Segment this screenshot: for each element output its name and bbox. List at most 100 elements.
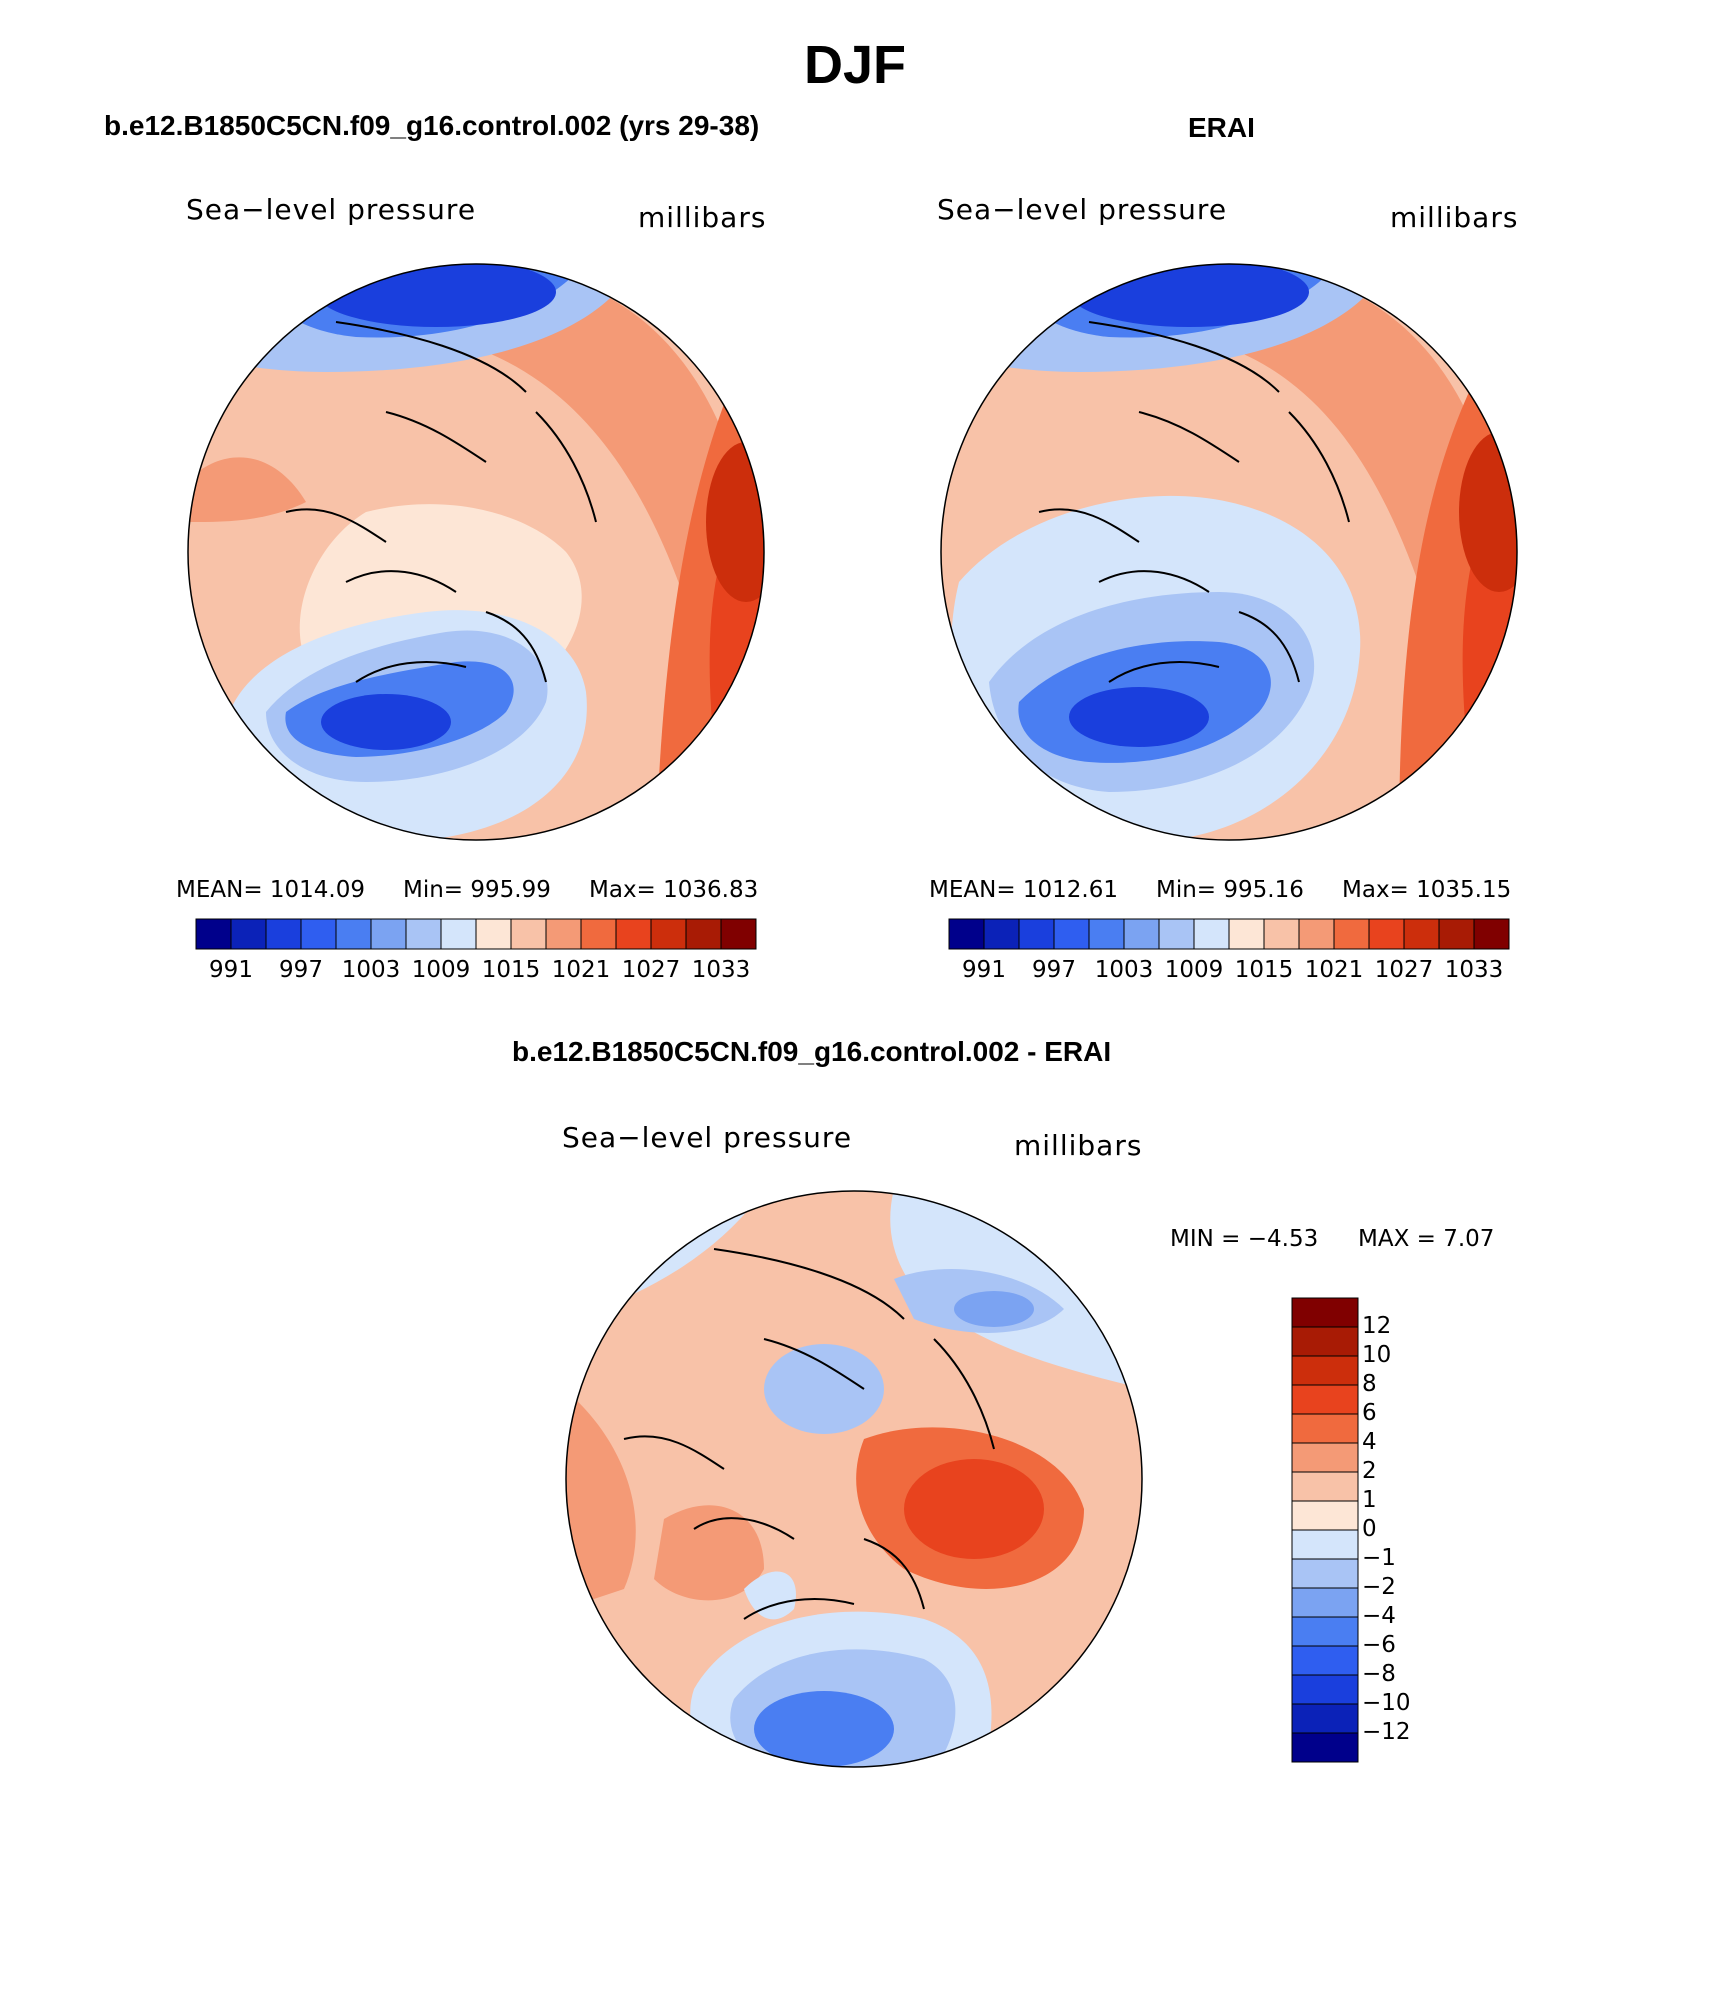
panel-1-colorbar-tick-label: 1009 [411, 957, 471, 983]
panel-1-colorbar-swatch [440, 918, 477, 950]
panel-2-colorbar-swatch [1123, 918, 1160, 950]
panel-3-colorbar-tick-label: −12 [1362, 1719, 1411, 1745]
panel-3-colorbar-swatch [1291, 1616, 1359, 1647]
panel-3-colorbar-swatch [1291, 1529, 1359, 1560]
panel-2-map [940, 263, 1518, 841]
panel-2-colorbar-swatch [1088, 918, 1125, 950]
panel-2-colorbar-swatch [1333, 918, 1370, 950]
panel-2-colorbar-tick-label: 997 [1032, 957, 1076, 983]
panel-2-colorbar-tick-label: 1015 [1234, 957, 1294, 983]
panel-2-colorbar-swatch [1193, 918, 1230, 950]
panel-3-colorbar-tick-label: −1 [1362, 1545, 1396, 1571]
panel-3-colorbar-swatch [1291, 1732, 1359, 1763]
panel-3-colorbar-swatch [1291, 1587, 1359, 1618]
panel-1-colorbar-swatch [370, 918, 407, 950]
panel-3-colorbar-tick-label: 6 [1362, 1400, 1377, 1426]
panel-3-colorbar-tick-label: 12 [1362, 1313, 1392, 1339]
panel-2-title: ERAI [1188, 112, 1255, 143]
panel-2-colorbar-swatch [1228, 918, 1265, 950]
panel-3-colorbar [1291, 1297, 1359, 1763]
panel-3-colorbar-tick-label: 8 [1362, 1371, 1377, 1397]
panel-3-units-label: millibars [1014, 1129, 1143, 1162]
panel-3-colorbar-swatch [1291, 1384, 1359, 1415]
panel-3-colorbar-tick-label: −6 [1362, 1632, 1396, 1658]
panel-1-colorbar-swatch [650, 918, 687, 950]
panel-2-colorbar-swatch [1473, 918, 1510, 950]
panel-2-stat-min: Min= 995.16 [1156, 877, 1304, 903]
panel-3-stat-min: MIN = −4.53 [1170, 1226, 1319, 1252]
panel-1-colorbar-swatch [300, 918, 337, 950]
panel-3-colorbar-swatch [1291, 1500, 1359, 1531]
panel-1-colorbar-swatch [685, 918, 722, 950]
panel-3-title: b.e12.B1850C5CN.f09_g16.control.002 - ER… [512, 1036, 1112, 1067]
panel-2-colorbar-swatch [1438, 918, 1475, 950]
panel-3-colorbar-tick-label: −10 [1362, 1690, 1411, 1716]
panel-2-stat-mean: MEAN= 1012.61 [929, 877, 1119, 903]
panel-2-colorbar-tick-label: 1033 [1444, 957, 1504, 983]
panel-3-colorbar-swatch [1291, 1703, 1359, 1734]
panel-2-colorbar-swatch [1298, 918, 1335, 950]
panel-1-colorbar-tick-label: 997 [279, 957, 323, 983]
panel-3-colorbar-tick-label: −4 [1362, 1603, 1396, 1629]
panel-2-colorbar-tick-label: 1009 [1164, 957, 1224, 983]
panel-1-stat-max: Max= 1036.83 [589, 877, 759, 903]
panel-3-colorbar-swatch [1291, 1645, 1359, 1676]
panel-2-colorbar-tick-label: 1003 [1094, 957, 1154, 983]
panel-2-colorbar-swatch [948, 918, 985, 950]
panel-1-colorbar-swatch [475, 918, 512, 950]
panel-2-variable-label: Sea−level pressure [937, 193, 1228, 226]
panel-1-colorbar-tick-label: 1021 [551, 957, 611, 983]
panel-3-colorbar-tick-label: −2 [1362, 1574, 1396, 1600]
panel-2-colorbar-swatch [1263, 918, 1300, 950]
panel-3-colorbar-swatch [1291, 1297, 1359, 1328]
panel-3-colorbar-tick-label: 2 [1362, 1458, 1377, 1484]
panel-1-map [187, 263, 765, 841]
panel-1-colorbar-swatch [615, 918, 652, 950]
panel-3-colorbar-swatch [1291, 1355, 1359, 1386]
panel-1-units-label: millibars [638, 201, 767, 234]
panel-1-variable-label: Sea−level pressure [186, 193, 477, 226]
panel-3-colorbar-tick-label: 4 [1362, 1429, 1377, 1455]
panel-3-colorbar-swatch [1291, 1442, 1359, 1473]
panel-2-colorbar-swatch [1158, 918, 1195, 950]
panel-2-colorbar-tick-label: 991 [962, 957, 1006, 983]
panel-1-colorbar-tick-label: 1033 [691, 957, 751, 983]
panel-1-colorbar-swatch [230, 918, 267, 950]
panel-1-colorbar-swatch [510, 918, 547, 950]
panel-2-units-label: millibars [1390, 201, 1519, 234]
panel-3-colorbar-swatch [1291, 1558, 1359, 1589]
panel-3-colorbar-swatch [1291, 1413, 1359, 1444]
panel-3-colorbar-tick-label: 0 [1362, 1516, 1377, 1542]
panel-2-stat-max: Max= 1035.15 [1342, 877, 1512, 903]
panel-3-stat-max: MAX = 7.07 [1358, 1226, 1495, 1252]
panel-3-colorbar-tick-label: 10 [1362, 1342, 1392, 1368]
panel-1-colorbar-swatch [545, 918, 582, 950]
panel-2-colorbar-swatch [1053, 918, 1090, 950]
panel-3-colorbar-swatch [1291, 1674, 1359, 1705]
panel-1-colorbar-swatch [265, 918, 302, 950]
panel-1-colorbar-swatch [195, 918, 232, 950]
panel-3-colorbar-tick-label: −8 [1362, 1661, 1396, 1687]
panel-1-colorbar-tick-label: 1003 [341, 957, 401, 983]
panel-1-colorbar-tick-label: 1015 [481, 957, 541, 983]
panel-3-colorbar-tick-label: 1 [1362, 1487, 1377, 1513]
panel-1-colorbar-tick-label: 991 [209, 957, 253, 983]
panel-1-stat-min: Min= 995.99 [403, 877, 551, 903]
panel-1-stat-mean: MEAN= 1014.09 [176, 877, 366, 903]
panel-2-colorbar-swatch [983, 918, 1020, 950]
panel-3-variable-label: Sea−level pressure [562, 1121, 853, 1154]
panel-1-colorbar [195, 918, 757, 950]
panel-2-colorbar [948, 918, 1510, 950]
panel-3-colorbar-swatch [1291, 1471, 1359, 1502]
panel-1-colorbar-tick-label: 1027 [621, 957, 681, 983]
panel-1-colorbar-swatch [580, 918, 617, 950]
panel-1-colorbar-swatch [405, 918, 442, 950]
figure-title: DJF [803, 35, 906, 95]
panel-3-colorbar-swatch [1291, 1326, 1359, 1357]
panel-1-colorbar-swatch [720, 918, 757, 950]
panel-2-colorbar-swatch [1403, 918, 1440, 950]
panel-2-colorbar-tick-label: 1027 [1374, 957, 1434, 983]
panel-2-colorbar-swatch [1018, 918, 1055, 950]
panel-1-title: b.e12.B1850C5CN.f09_g16.control.002 (yrs… [104, 110, 760, 141]
panel-2-colorbar-swatch [1368, 918, 1405, 950]
